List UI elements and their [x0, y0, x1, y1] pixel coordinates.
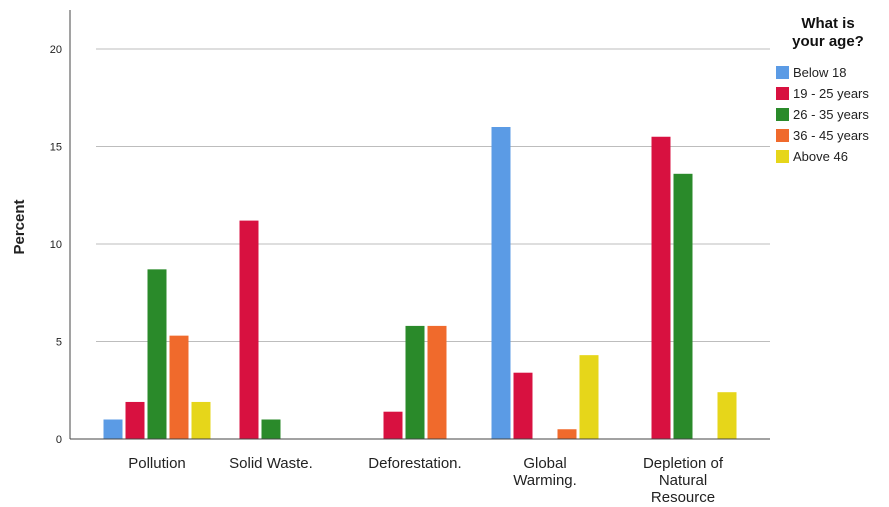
x-tick-label-line: Depletion of — [643, 455, 724, 472]
bar — [673, 173, 693, 440]
legend-label: Above 46 — [793, 149, 848, 164]
y-tick-label: 10 — [50, 239, 62, 251]
x-tick-label-line: Warming. — [513, 472, 577, 489]
bar — [125, 401, 145, 439]
bar — [405, 325, 425, 439]
bar — [717, 392, 737, 439]
legend-label: 26 - 35 years — [793, 107, 869, 122]
x-tick-label-line: Solid Waste. — [229, 455, 313, 472]
y-axis-ticks: 0 5 10 15 20 — [50, 44, 62, 446]
x-tick-label: Solid Waste. — [229, 455, 313, 472]
legend-swatch — [776, 129, 789, 142]
legend-title: your age? — [792, 33, 864, 50]
legend-swatch — [776, 150, 789, 163]
bar — [513, 372, 533, 439]
legend-swatch — [776, 66, 789, 79]
x-axis-category-labels: Pollution Solid Waste. Deforestation. Globa… — [128, 455, 724, 506]
legend-label: 19 - 25 years — [793, 86, 869, 101]
legend-swatch — [776, 108, 789, 121]
bar — [383, 411, 403, 439]
y-tick-label: 0 — [56, 434, 62, 446]
x-tick-label-line: Natural — [659, 472, 707, 489]
bar — [491, 127, 511, 439]
x-tick-label: Pollution — [128, 455, 186, 472]
legend-label: 36 - 45 years — [793, 128, 869, 143]
x-tick-label-line: Pollution — [128, 455, 186, 472]
y-tick-label: 20 — [50, 44, 62, 56]
bar — [427, 325, 447, 439]
bar — [103, 419, 123, 439]
bar — [261, 419, 281, 439]
bar — [557, 429, 577, 439]
x-tick-label-line: Global — [523, 455, 566, 472]
y-tick-label: 15 — [50, 142, 62, 154]
axes — [69, 10, 770, 440]
bar — [147, 269, 167, 439]
bars — [103, 127, 737, 440]
bar — [579, 355, 599, 439]
bar — [651, 136, 671, 439]
y-tick-label: 5 — [56, 337, 62, 349]
x-tick-label: Global Warming. — [513, 455, 577, 489]
legend-label: Below 18 — [793, 65, 846, 80]
legend-title: What is — [801, 15, 854, 32]
bar — [239, 220, 259, 439]
x-tick-label-line: Resource — [651, 489, 715, 506]
y-axis-label: Percent — [11, 199, 28, 254]
bar — [169, 335, 189, 439]
x-tick-label: Depletion of Natural Resource — [643, 455, 724, 506]
x-tick-label-line: Deforestation. — [368, 455, 461, 472]
legend-swatch — [776, 87, 789, 100]
bar — [191, 401, 211, 439]
x-tick-label: Deforestation. — [368, 455, 461, 472]
